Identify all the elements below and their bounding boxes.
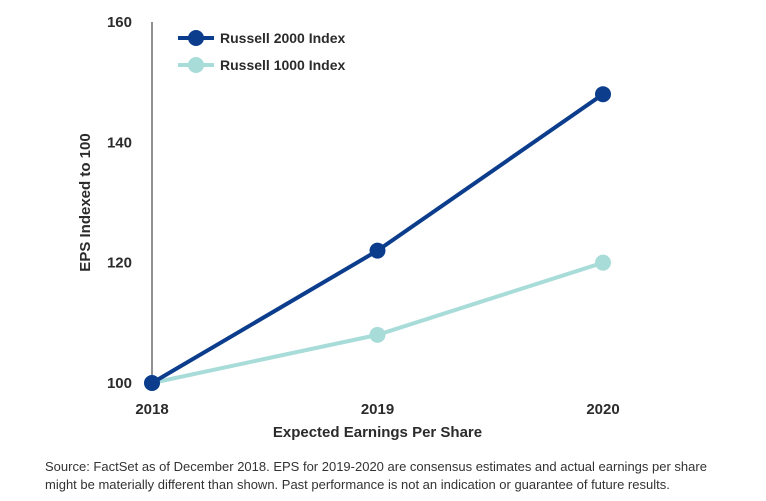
data-point xyxy=(369,242,386,259)
x-tick-label: 2020 xyxy=(586,401,619,418)
y-tick-label: 160 xyxy=(107,14,132,31)
y-tick-label: 120 xyxy=(107,255,132,272)
data-point xyxy=(595,254,611,271)
legend-label: Russell 2000 Index xyxy=(220,30,346,46)
series-1 xyxy=(144,86,611,391)
legend-marker xyxy=(188,57,204,73)
legend-label: Russell 1000 Index xyxy=(220,57,346,73)
y-axis-ticks: 100 120 140 160 xyxy=(107,14,132,392)
series-2 xyxy=(144,254,611,391)
x-axis-ticks: 2018 2019 2020 xyxy=(135,401,619,418)
series-line xyxy=(151,260,604,385)
data-point xyxy=(144,375,160,391)
source-note: Source: FactSet as of December 2018. EPS… xyxy=(45,459,707,492)
legend: Russell 2000 Index Russell 1000 Index xyxy=(178,30,346,73)
y-tick-label: 100 xyxy=(107,375,132,392)
legend-marker xyxy=(188,30,204,46)
x-tick-label: 2019 xyxy=(361,401,394,418)
legend-item: Russell 2000 Index xyxy=(178,30,346,46)
x-axis-title: Expected Earnings Per Share xyxy=(273,424,482,441)
legend-item: Russell 1000 Index xyxy=(178,57,346,73)
x-tick-label: 2018 xyxy=(135,401,168,418)
data-point xyxy=(595,86,611,103)
y-tick-label: 140 xyxy=(107,134,132,151)
y-axis-title: EPS Indexed to 100 xyxy=(77,133,94,271)
line-chart: 100 120 140 160 2018 2019 2020 EPS Indexed to… xyxy=(77,14,620,441)
data-point xyxy=(369,326,386,343)
series-layer xyxy=(144,86,611,391)
